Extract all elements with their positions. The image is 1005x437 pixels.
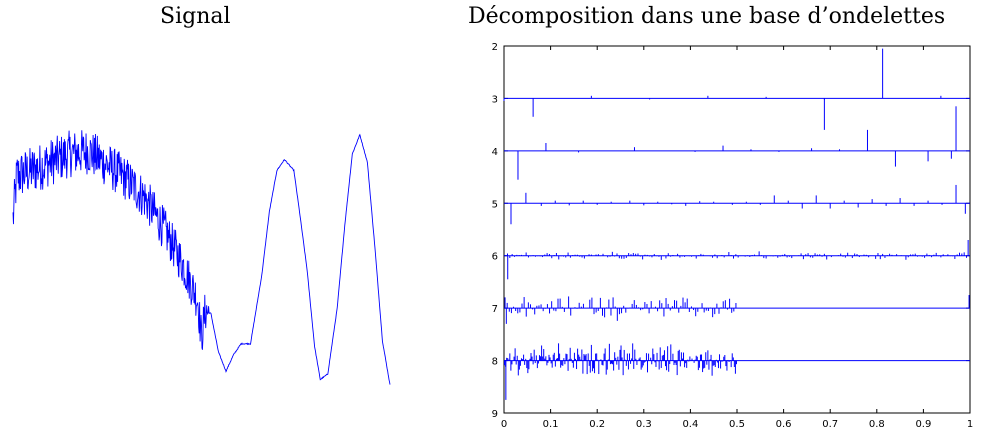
y-tick-label: 7 <box>492 304 498 315</box>
signal-title: Signal <box>160 4 231 29</box>
y-tick-label: 2 <box>492 42 498 53</box>
signal-line <box>12 130 391 385</box>
x-tick-label: 0.4 <box>682 419 698 430</box>
y-tick-label: 3 <box>492 94 498 105</box>
x-tick-label: 0.2 <box>589 419 605 430</box>
x-tick-label: 0.6 <box>776 419 792 430</box>
x-tick-label: 0.1 <box>543 419 559 430</box>
y-tick-label: 8 <box>492 357 498 368</box>
x-tick-label: 1 <box>967 419 973 430</box>
y-tick-label: 4 <box>492 147 498 158</box>
axes-frame <box>503 45 971 414</box>
x-tick-label: 0 <box>501 419 507 430</box>
wavelet-title: Décomposition dans une base d’ondelettes <box>468 4 946 29</box>
y-tick-label: 6 <box>492 252 498 263</box>
x-tick-label: 0.8 <box>869 419 885 430</box>
x-tick-label: 0.5 <box>729 419 745 430</box>
x-tick-label: 0.3 <box>636 419 652 430</box>
y-tick-label: 9 <box>492 409 498 420</box>
x-tick-label: 0.7 <box>822 419 838 430</box>
x-tick-label: 0.9 <box>915 419 931 430</box>
y-tick-label: 5 <box>492 199 498 210</box>
